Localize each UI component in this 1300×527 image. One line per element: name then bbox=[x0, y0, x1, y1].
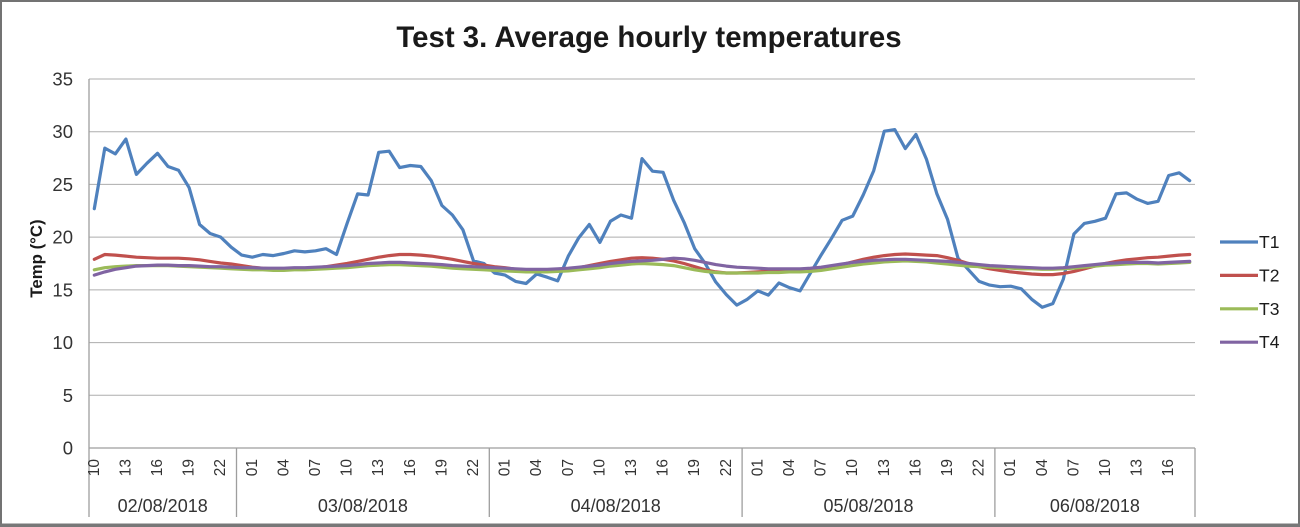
svg-text:04: 04 bbox=[1034, 459, 1051, 477]
svg-text:19: 19 bbox=[433, 459, 450, 476]
svg-text:19: 19 bbox=[181, 459, 198, 476]
svg-text:T1: T1 bbox=[1259, 232, 1279, 252]
svg-text:30: 30 bbox=[52, 121, 73, 142]
svg-text:01: 01 bbox=[1002, 459, 1019, 476]
svg-text:35: 35 bbox=[52, 69, 73, 90]
svg-text:10: 10 bbox=[52, 332, 73, 353]
svg-text:10: 10 bbox=[339, 459, 356, 477]
svg-text:05/08/2018: 05/08/2018 bbox=[823, 496, 913, 516]
svg-text:04: 04 bbox=[781, 459, 798, 477]
svg-text:06/08/2018: 06/08/2018 bbox=[1050, 496, 1140, 516]
svg-text:15: 15 bbox=[52, 279, 73, 300]
svg-text:13: 13 bbox=[370, 459, 387, 476]
svg-text:10: 10 bbox=[1097, 459, 1114, 477]
svg-text:07: 07 bbox=[307, 459, 324, 476]
svg-text:07: 07 bbox=[560, 459, 577, 476]
svg-text:13: 13 bbox=[117, 459, 134, 476]
svg-text:10: 10 bbox=[591, 459, 608, 477]
svg-text:16: 16 bbox=[149, 459, 166, 476]
svg-text:07: 07 bbox=[813, 459, 830, 476]
svg-text:25: 25 bbox=[52, 174, 73, 195]
svg-text:19: 19 bbox=[686, 459, 703, 476]
svg-text:16: 16 bbox=[402, 459, 419, 476]
svg-text:13: 13 bbox=[876, 459, 893, 476]
svg-text:16: 16 bbox=[655, 459, 672, 476]
svg-text:13: 13 bbox=[1129, 459, 1146, 476]
svg-text:04/08/2018: 04/08/2018 bbox=[571, 496, 661, 516]
svg-text:10: 10 bbox=[86, 459, 103, 477]
svg-text:0: 0 bbox=[63, 438, 73, 459]
svg-text:01: 01 bbox=[244, 459, 261, 476]
svg-text:Temp (°C): Temp (°C) bbox=[27, 219, 46, 297]
svg-text:16: 16 bbox=[1160, 459, 1177, 476]
svg-text:5: 5 bbox=[63, 385, 73, 406]
svg-text:04: 04 bbox=[528, 459, 545, 477]
svg-text:10: 10 bbox=[844, 459, 861, 477]
svg-text:20: 20 bbox=[52, 227, 73, 248]
svg-text:22: 22 bbox=[718, 459, 735, 476]
svg-text:13: 13 bbox=[623, 459, 640, 476]
svg-text:T4: T4 bbox=[1259, 332, 1280, 352]
svg-text:T3: T3 bbox=[1259, 299, 1279, 319]
svg-text:01: 01 bbox=[749, 459, 766, 476]
svg-text:T2: T2 bbox=[1259, 265, 1279, 285]
svg-text:16: 16 bbox=[907, 459, 924, 476]
svg-text:22: 22 bbox=[971, 459, 988, 476]
svg-text:01: 01 bbox=[497, 459, 514, 476]
svg-text:19: 19 bbox=[939, 459, 956, 476]
svg-text:22: 22 bbox=[212, 459, 229, 476]
svg-text:02/08/2018: 02/08/2018 bbox=[118, 496, 208, 516]
svg-text:03/08/2018: 03/08/2018 bbox=[318, 496, 408, 516]
svg-text:07: 07 bbox=[1065, 459, 1082, 476]
svg-text:22: 22 bbox=[465, 459, 482, 476]
svg-text:Test 3. Average hourly tempera: Test 3. Average hourly temperatures bbox=[396, 21, 901, 54]
svg-text:04: 04 bbox=[275, 459, 292, 477]
